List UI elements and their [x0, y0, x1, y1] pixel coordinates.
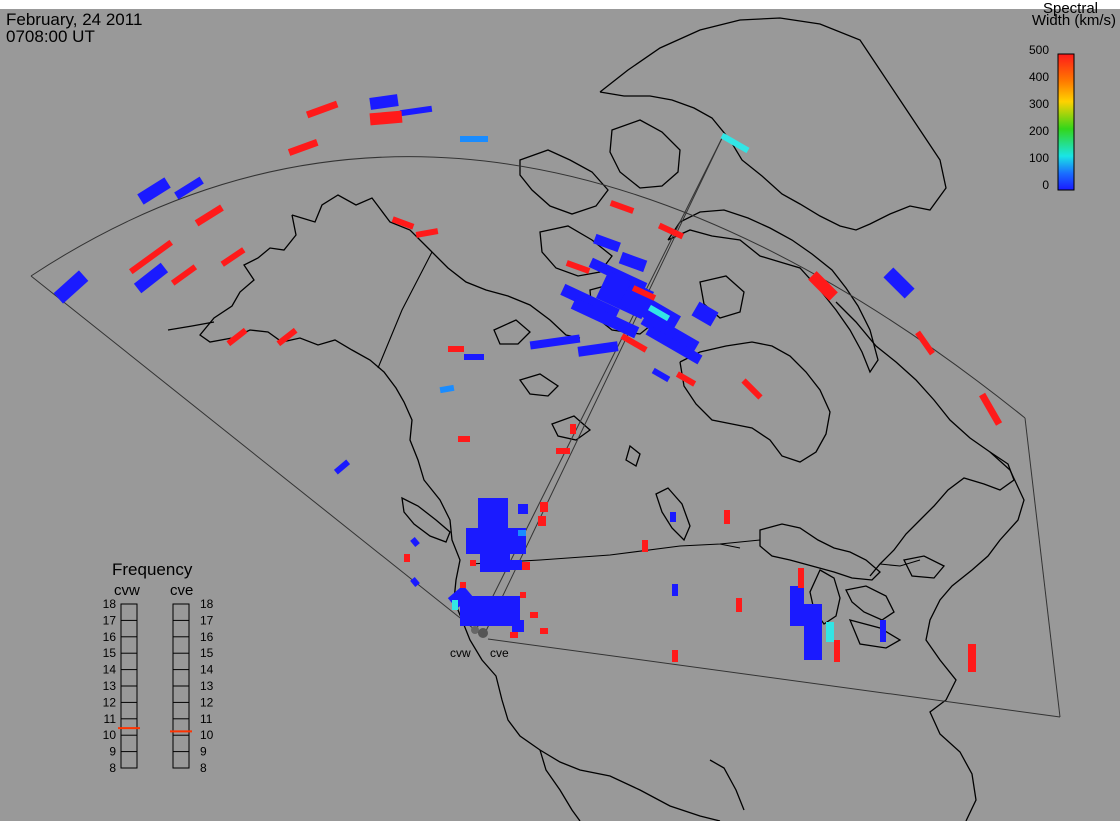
freq-scale-label-right: 13 — [200, 679, 214, 693]
site-label-cve: cve — [490, 646, 509, 660]
colorbar-tick: 500 — [1029, 43, 1049, 57]
colorbar-tick: 100 — [1029, 151, 1049, 165]
colorbar-ticks: 500 400 300 200 100 0 — [1029, 43, 1049, 192]
frequency-title: Frequency — [112, 560, 193, 579]
freq-label-cvw: cvw — [114, 582, 140, 599]
freq-scale-label-right: 9 — [200, 745, 207, 759]
radar-site-cve — [478, 628, 488, 638]
freq-scale-label-left: 10 — [103, 728, 117, 742]
freq-scale-label-left: 15 — [103, 646, 117, 660]
freq-scale-label-left: 11 — [104, 712, 117, 726]
freq-scale-label-right: 10 — [200, 728, 214, 742]
freq-scale-label-left: 13 — [103, 679, 117, 693]
colorbar-title-line2: Width (km/s) — [1031, 12, 1116, 29]
top-strip — [0, 0, 1120, 9]
freq-scale-label-left: 9 — [109, 745, 116, 759]
radar-fov — [30, 133, 1061, 718]
coastlines — [167, 17, 1025, 821]
freq-scale-label-right: 14 — [200, 663, 214, 677]
time-label: 0708:00 UT — [6, 27, 95, 46]
freq-scale-label-right: 18 — [200, 597, 214, 611]
radar-site-cvw — [471, 626, 479, 634]
freq-scale-label-right: 15 — [200, 646, 214, 660]
freq-scale-label-left: 14 — [103, 663, 117, 677]
frequency-gauges: 18 18 17 17 16 16 15 15 14 14 13 13 12 12 11 11 10 10 9 9 8 8 — [103, 597, 214, 775]
freq-scale-label-right: 12 — [200, 695, 214, 709]
freq-label-cve: cve — [170, 582, 194, 599]
freq-scale-label-right: 16 — [200, 630, 214, 644]
freq-scale-label-right: 17 — [200, 613, 214, 627]
freq-scale-label-right: 11 — [200, 712, 213, 726]
freq-scale-label-left: 18 — [103, 597, 117, 611]
freq-scale-label-right: 8 — [200, 761, 207, 775]
freq-scale-label-left: 17 — [103, 613, 117, 627]
colorbar — [1057, 53, 1075, 191]
echo-cells — [53, 94, 1003, 672]
colorbar-tick: 400 — [1029, 70, 1049, 84]
freq-scale-label-left: 16 — [103, 630, 117, 644]
colorbar-tick: 200 — [1029, 124, 1049, 138]
site-label-cvw: cvw — [450, 646, 471, 660]
colorbar-tick: 0 — [1042, 178, 1049, 192]
date-label: February, 24 2011 — [6, 10, 143, 29]
colorbar-title-line1: Spectral — [1042, 0, 1098, 17]
colorbar-tick: 300 — [1029, 97, 1049, 111]
freq-scale-label-left: 12 — [103, 695, 117, 709]
freq-scale-label-left: 8 — [109, 761, 116, 775]
